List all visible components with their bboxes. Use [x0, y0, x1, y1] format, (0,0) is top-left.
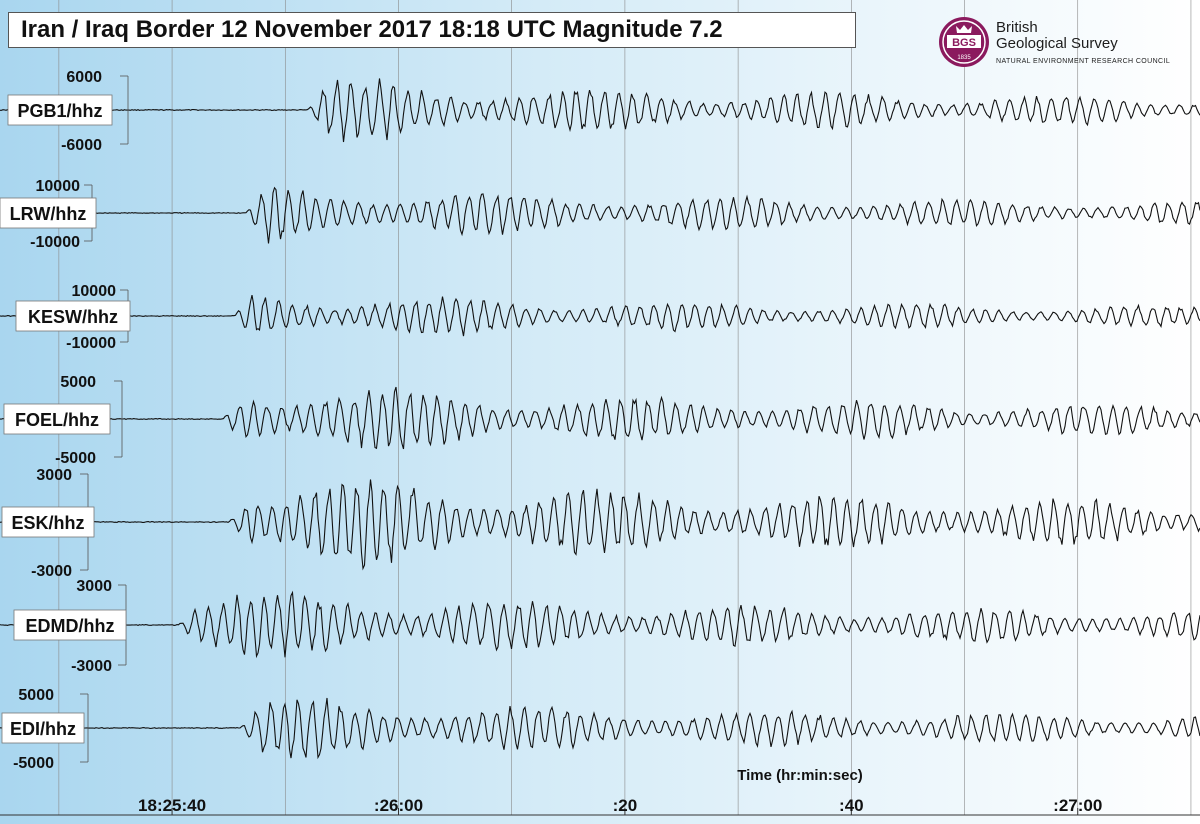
station-label-box [0, 197, 97, 229]
svg-text:BGS: BGS [952, 37, 976, 49]
seismic-trace [0, 479, 1200, 571]
station-label-box [1, 506, 95, 538]
amplitude-tick-label: 5000 [18, 687, 54, 704]
seismic-trace [0, 78, 1200, 143]
amplitude-tick-label: -3000 [31, 563, 72, 580]
station-label-box [13, 609, 127, 641]
amplitude-tick-label: 10000 [36, 178, 81, 195]
station-label: KESW/hhz [28, 307, 118, 327]
amplitude-tick-label: -10000 [30, 234, 80, 251]
bgs-name-line2: Geological Survey [996, 35, 1118, 52]
bgs-logo: BGS 1835 British Geological Survey NATUR… [938, 16, 1200, 74]
x-tick-label: :40 [839, 796, 864, 815]
station-label-box [3, 403, 111, 435]
amplitude-tick-label: 5000 [60, 374, 96, 391]
seismic-trace [0, 186, 1200, 244]
station-label: FOEL/hhz [15, 410, 99, 430]
title-box: Iran / Iraq Border 12 November 2017 18:1… [8, 12, 856, 48]
amplitude-tick-label: 6000 [66, 69, 102, 86]
bgs-subtitle: NATURAL ENVIRONMENT RESEARCH COUNCIL [996, 58, 1171, 65]
x-tick-label: :27:00 [1053, 796, 1102, 815]
amplitude-tick-label: -3000 [71, 658, 112, 675]
time-gridlines [58, 0, 1192, 815]
station-label-box [7, 94, 113, 126]
x-tick-label: :20 [613, 796, 638, 815]
x-tick-label: 18:25:40 [138, 796, 206, 815]
bgs-seal-icon: BGS 1835 [939, 17, 989, 67]
time-axis: Time (hr:min:sec) 18:25:40 :26:00 :20 :40 :2… [0, 767, 1200, 816]
amplitude-axes: 6000 -6000 10000 -10000 10000 -10000 5000 -5000… [13, 69, 129, 772]
station-label: EDI/hhz [10, 719, 76, 739]
bgs-name: British Geological Survey [996, 20, 1118, 52]
station-label: ESK/hhz [11, 513, 84, 533]
x-tick-label: :26:00 [374, 796, 423, 815]
chart-title: Iran / Iraq Border 12 November 2017 18:1… [21, 16, 723, 43]
svg-text:1835: 1835 [957, 55, 971, 61]
amplitude-tick-label: -6000 [61, 137, 102, 154]
amplitude-tick-label: 3000 [76, 578, 112, 595]
station-labels: PGB1/hhz LRW/hhz KESW/hhz FOEL/hhz ESK/hhz ED… [0, 94, 131, 744]
x-axis-label: Time (hr:min:sec) [737, 767, 863, 784]
amplitude-tick-label: 10000 [72, 283, 117, 300]
seismic-traces [0, 78, 1200, 760]
amplitude-tick-label: -10000 [66, 335, 116, 352]
amplitude-tick-label: -5000 [55, 450, 96, 467]
seismic-trace [0, 697, 1200, 760]
station-label-box [15, 300, 131, 332]
seismic-trace [0, 294, 1200, 337]
station-label: LRW/hhz [10, 204, 87, 224]
amplitude-tick-label: -5000 [13, 755, 54, 772]
station-label: EDMD/hhz [26, 616, 115, 636]
bgs-name-line1: British [996, 19, 1038, 36]
amplitude-tick-label: 3000 [36, 467, 72, 484]
seismic-trace [0, 386, 1200, 450]
seismic-trace [0, 590, 1200, 659]
station-label-box [1, 712, 85, 744]
station-label: PGB1/hhz [17, 101, 102, 121]
